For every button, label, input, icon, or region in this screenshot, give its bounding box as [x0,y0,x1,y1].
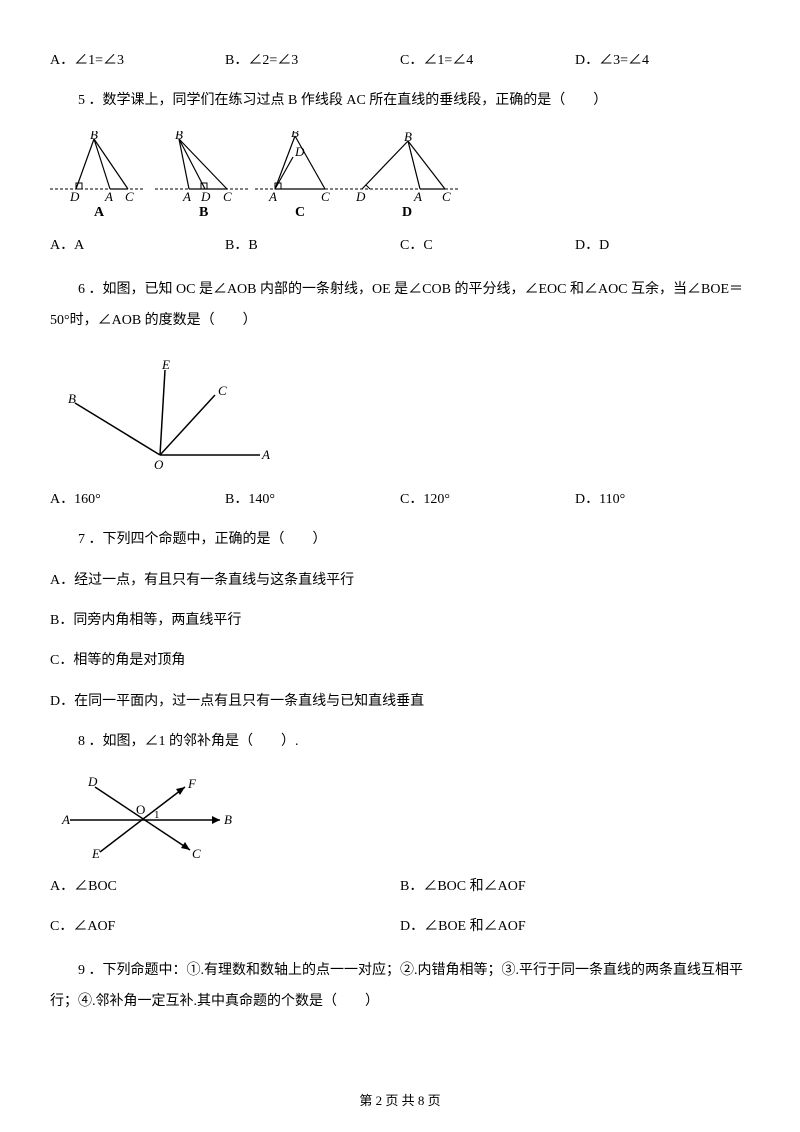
q5-diagram: B D A C A B A D C B B D A C C [50,131,750,221]
q8-options-row2: C．∠AOF D．∠BOE 和∠AOF [50,916,750,938]
opt-c: C．120° [400,489,575,511]
svg-text:B: B [291,131,299,140]
opt-b: B．∠2=∠3 [225,50,400,72]
svg-text:O: O [136,802,145,817]
q6-options-row: A．160° B．140° C．120° D．110° [50,489,750,511]
svg-text:A: A [61,812,70,827]
svg-text:D: D [402,205,412,220]
opt-d: D．D [575,235,750,257]
prev-options-row: A．∠1=∠3 B．∠2=∠3 C．∠1=∠4 D．∠3=∠4 [50,50,750,72]
opt-c: C．C [400,235,575,257]
svg-text:B: B [404,131,412,144]
svg-text:C: C [223,189,232,204]
svg-text:D: D [200,189,211,204]
svg-text:A: A [182,189,191,204]
opt-c: C．∠AOF [50,916,400,938]
svg-text:C: C [295,205,305,220]
opt-a: A．160° [50,489,225,511]
q7-text: 7 ．下列四个命题中，正确的是（ ） [50,529,750,551]
q7-opt-b: B．同旁内角相等，两直线平行 [50,610,750,632]
q8-options-row1: A．∠BOC B．∠BOC 和∠AOF [50,876,750,898]
svg-text:E: E [161,357,170,372]
opt-b: B．140° [225,489,400,511]
q5-text: 5 ．数学课上，同学们在练习过点 B 作线段 AC 所在直线的垂线段，正确的是（… [50,90,750,112]
opt-a: A．∠1=∠3 [50,50,225,72]
q9-text: 9 ．下列命题中：①.有理数和数轴上的点一一对应；②.内错角相等；③.平行于同一… [50,956,750,1018]
q7-opt-c: C．相等的角是对顶角 [50,650,750,672]
svg-text:B: B [90,131,98,142]
svg-text:O: O [154,457,164,472]
opt-d: D．∠3=∠4 [575,50,750,72]
q7-opt-d: D．在同一平面内，过一点有且只有一条直线与已知直线垂直 [50,691,750,713]
q6-text: 6 ．如图，已知 OC 是∠AOB 内部的一条射线，OE 是∠COB 的平分线，… [50,275,750,337]
svg-text:C: C [192,846,201,861]
q8-text: 8 ．如图，∠1 的邻补角是（ ）. [50,731,750,753]
q6-diagram: E B C O A [50,355,750,475]
svg-text:F: F [187,776,197,791]
svg-text:D: D [87,774,98,789]
svg-text:B: B [224,812,232,827]
opt-d: D．∠BOE 和∠AOF [400,916,750,938]
opt-b: B．∠BOC 和∠AOF [400,876,750,898]
svg-text:C: C [125,189,134,204]
svg-text:C: C [321,189,330,204]
opt-d: D．110° [575,489,750,511]
opt-b: B．B [225,235,400,257]
page-footer: 第 2 页 共 8 页 [50,1091,750,1112]
svg-text:C: C [218,383,227,398]
svg-text:1: 1 [154,809,160,821]
q5-options-row: A．A B．B C．C D．D [50,235,750,257]
svg-text:E: E [91,846,100,861]
svg-text:D: D [355,189,366,204]
opt-a: A．∠BOC [50,876,400,898]
svg-text:A: A [104,189,113,204]
svg-text:D: D [294,144,305,159]
q7-opt-a: A．经过一点，有且只有一条直线与这条直线平行 [50,570,750,592]
svg-text:B: B [68,391,76,406]
svg-text:B: B [175,131,183,142]
q8-diagram: D F A B E C O 1 [50,772,750,862]
svg-text:D: D [69,189,80,204]
svg-text:A: A [94,205,105,220]
opt-a: A．A [50,235,225,257]
svg-text:A: A [413,189,422,204]
opt-c: C．∠1=∠4 [400,50,575,72]
svg-text:A: A [268,189,277,204]
svg-text:B: B [199,205,208,220]
svg-text:C: C [442,189,451,204]
svg-text:A: A [261,447,270,462]
